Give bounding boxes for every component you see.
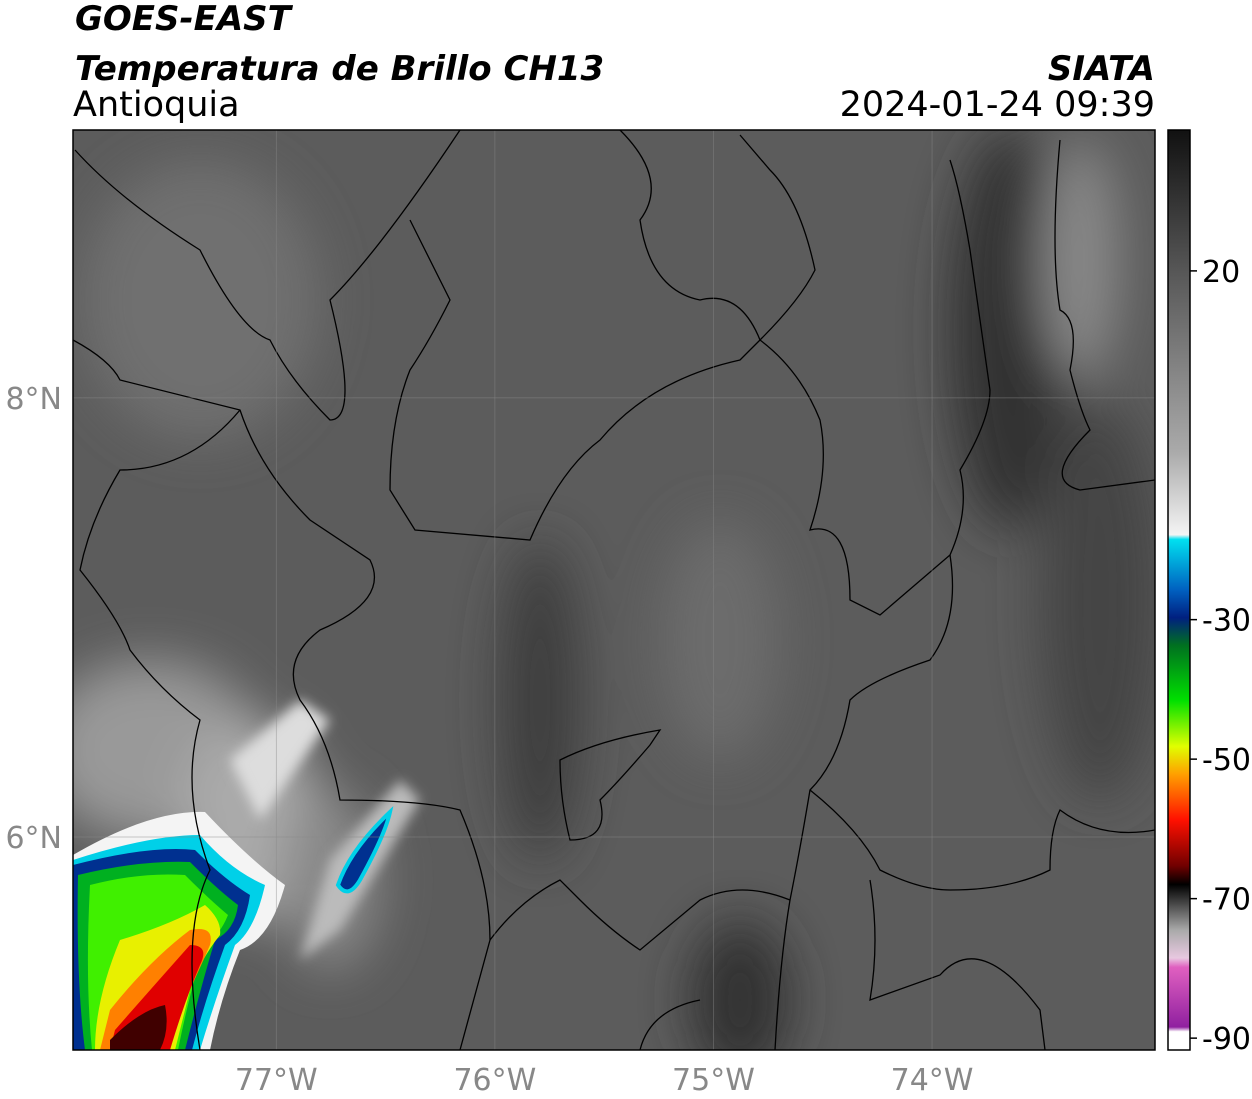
colorbar-tick-label: -70 [1202,883,1251,918]
lon-tick-label: 77°W [235,1063,318,1098]
lon-tick-label: 76°W [453,1063,536,1098]
colorbar [1167,129,1191,1051]
colorbar-tick-label: 20 [1202,255,1240,290]
grid [73,130,1155,1050]
source: SIATA [1048,49,1155,89]
lat-tick-label: 8°N [5,382,62,417]
colorbar-tick-label: -90 [1202,1022,1251,1057]
title: GOES-EAST [75,0,294,39]
colorbar-tick-label: -30 [1202,604,1251,639]
axis-labels: 77°W 76°W 75°W 74°W 8°N 6°N 20 -30 -50 -70 -90 [5,255,1251,1098]
subtitle: Temperatura de Brillo CH13 [75,49,604,89]
lon-tick-label: 74°W [891,1063,974,1098]
lon-tick-label: 75°W [672,1063,755,1098]
region: Antioquia [73,85,240,125]
borders [73,130,1155,1050]
map-image [73,130,1155,1050]
colorbar-tick-label: -50 [1202,743,1251,778]
map-frame [72,129,1156,1051]
datetime: 2024-01-24 09:39 [840,85,1155,125]
lat-tick-label: 6°N [5,821,62,856]
